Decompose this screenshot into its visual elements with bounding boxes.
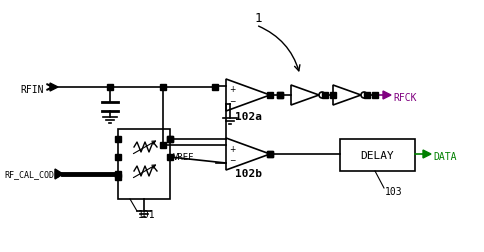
Text: 103: 103	[384, 186, 402, 196]
Text: RFIN: RFIN	[20, 85, 44, 94]
Text: VREF: VREF	[173, 153, 194, 162]
Polygon shape	[50, 84, 58, 92]
Bar	[118, 130, 170, 199]
Text: 1: 1	[254, 11, 261, 24]
Text: 102a: 102a	[235, 112, 261, 121]
Text: DATA: DATA	[432, 151, 455, 161]
Text: −: −	[228, 97, 235, 106]
Text: +: +	[228, 144, 235, 153]
Text: −: −	[228, 156, 235, 165]
Text: +: +	[228, 85, 235, 94]
Polygon shape	[382, 92, 390, 100]
Bar	[339, 139, 414, 171]
Text: 101: 101	[138, 209, 155, 219]
Text: DELAY: DELAY	[360, 150, 393, 160]
Text: RFCK: RFCK	[392, 93, 416, 103]
Polygon shape	[422, 150, 430, 158]
Text: 102b: 102b	[235, 168, 261, 178]
Text: RF_CAL_CODE: RF_CAL_CODE	[4, 170, 59, 179]
Polygon shape	[55, 169, 63, 179]
